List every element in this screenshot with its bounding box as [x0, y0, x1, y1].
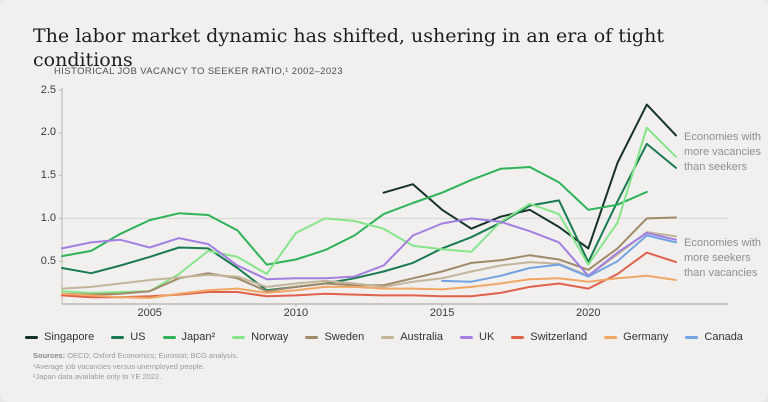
legend-swatch-icon [460, 335, 473, 339]
legend-item-switzerland: Switzerland [511, 331, 587, 343]
legend-item-singapore: Singapore [25, 331, 94, 343]
chart-subtitle: HISTORICAL JOB VACANCY TO SEEKER RATIO,¹… [54, 66, 343, 77]
legend-item-australia: Australia [381, 331, 443, 343]
legend-item-sweden: Sweden [305, 331, 364, 343]
source-note: Sources: OECD; Oxford Economics; Eurosta… [33, 351, 238, 383]
legend-swatch-icon [305, 335, 319, 339]
legend-swatch-icon [162, 335, 176, 339]
legend-swatch-icon [511, 335, 525, 339]
sources-label: Sources: [33, 351, 66, 360]
y-axis-label: 2.0 [40, 126, 56, 139]
legend-label: Germany [623, 331, 669, 343]
x-axis-label: 2010 [283, 307, 309, 319]
legend-item-japan: Japan² [162, 331, 216, 343]
x-axis-label: 2005 [137, 307, 162, 319]
legend-item-germany: Germany [604, 331, 668, 343]
legend-swatch-icon [381, 335, 395, 339]
legend-item-norway: Norway [232, 331, 288, 343]
x-axis-label: 2015 [429, 307, 455, 319]
legend-label: Sweden [324, 331, 365, 343]
legend-label: Canada [704, 331, 743, 343]
series-line-singapore [382, 103, 677, 250]
legend-item-uk: UK [460, 331, 494, 343]
series-line-germany [61, 274, 677, 299]
sources-text: OECD; Oxford Economics; Eurostat; BCG an… [65, 351, 239, 360]
legend-label: UK [479, 331, 495, 343]
y-axis-label: 1.0 [40, 211, 56, 224]
legend-item-canada: Canada [685, 331, 743, 343]
legend-swatch-icon [111, 335, 125, 339]
series-line-canada [441, 234, 677, 283]
sources-line: Sources: OECD; Oxford Economics; Eurosta… [33, 351, 238, 362]
chart-legend: Singapore US Japan² Norway Sweden Australia UK… [0, 331, 768, 343]
legend-swatch-icon [604, 335, 618, 339]
legend-swatch-icon [685, 335, 699, 339]
series-line-uk [61, 217, 677, 281]
legend-label: US [130, 331, 146, 343]
legend-swatch-icon [25, 335, 39, 339]
series-line-us [61, 142, 677, 292]
legend-label: Australia [400, 331, 443, 343]
legend-swatch-icon [232, 335, 246, 339]
footnote-2: ²Japan data available only to YE 2022. [33, 372, 162, 381]
legend-label: Switzerland [530, 331, 588, 343]
y-axis-label: 2.5 [40, 83, 56, 96]
footnote-1: ¹Average job vacancies versus unemployed… [33, 361, 205, 371]
series-line-japan [61, 166, 648, 266]
legend-item-us: US [111, 331, 146, 343]
annotation-more-seekers: Economies with more seekers than vacanci… [684, 237, 762, 279]
series-line-norway [61, 126, 677, 294]
legend-label: Japan² [181, 331, 216, 343]
legend-label: Singapore [44, 331, 95, 343]
annotation-more-vacancies: Economies with more vacancies than seeke… [684, 131, 762, 173]
y-axis-label: 1.5 [40, 169, 56, 182]
page-title: The labor market dynamic has shifted, us… [33, 25, 664, 71]
x-axis-label: 2020 [576, 307, 601, 319]
series-line-australia [61, 231, 677, 290]
legend-label: Norway [251, 331, 289, 343]
y-axis-label: 0.5 [40, 254, 56, 267]
